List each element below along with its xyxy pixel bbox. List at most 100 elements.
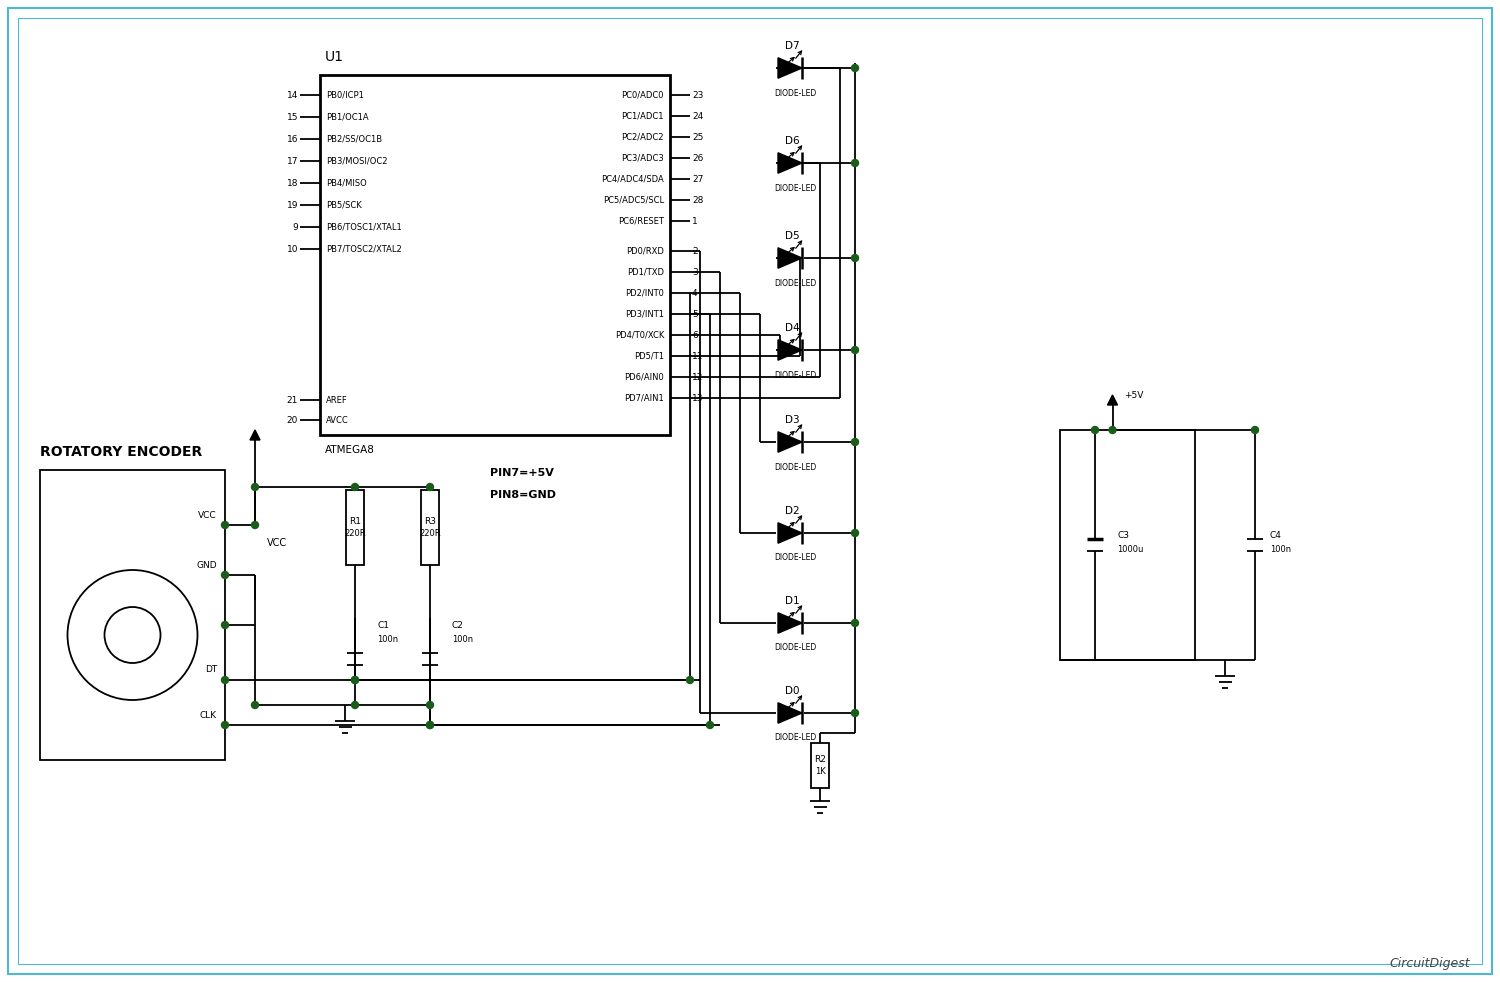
Bar [422, 490, 440, 565]
Text: 20: 20 [286, 415, 298, 424]
Text: D7: D7 [784, 41, 800, 51]
Text: 2: 2 [692, 246, 698, 255]
Text: VCC: VCC [198, 511, 217, 519]
Text: 24: 24 [692, 112, 703, 121]
Circle shape [222, 722, 228, 729]
Bar [812, 743, 830, 788]
Circle shape [687, 677, 693, 683]
Text: PD7/AIN1: PD7/AIN1 [624, 394, 664, 403]
Circle shape [252, 483, 258, 490]
Circle shape [252, 521, 258, 528]
Text: PB7/TOSC2/XTAL2: PB7/TOSC2/XTAL2 [326, 245, 402, 253]
Text: 27: 27 [692, 175, 703, 184]
Text: DIODE-LED: DIODE-LED [774, 463, 816, 471]
Text: U1: U1 [326, 50, 344, 64]
Text: 3: 3 [692, 267, 698, 277]
Circle shape [351, 677, 358, 683]
Text: PC1/ADC1: PC1/ADC1 [621, 112, 664, 121]
Bar [320, 75, 670, 435]
Text: PD2/INT0: PD2/INT0 [626, 289, 664, 298]
Circle shape [105, 607, 160, 663]
Text: 9: 9 [292, 223, 298, 232]
Circle shape [852, 620, 858, 627]
Circle shape [426, 722, 433, 729]
Circle shape [252, 701, 258, 708]
Text: 21: 21 [286, 396, 298, 405]
Text: 5: 5 [692, 309, 698, 318]
Text: C1: C1 [376, 622, 388, 630]
Circle shape [351, 677, 358, 683]
Text: 25: 25 [692, 133, 703, 141]
Text: 19: 19 [286, 200, 298, 209]
Text: PC5/ADC5/SCL: PC5/ADC5/SCL [603, 195, 664, 204]
Circle shape [1251, 426, 1258, 433]
Polygon shape [778, 613, 802, 633]
Circle shape [1092, 426, 1098, 433]
Circle shape [351, 483, 358, 490]
Text: PB1/OC1A: PB1/OC1A [326, 113, 369, 122]
Text: PIN7=+5V: PIN7=+5V [490, 468, 554, 478]
Polygon shape [778, 432, 802, 452]
Circle shape [222, 521, 228, 528]
Text: 220R: 220R [419, 529, 441, 538]
Text: 18: 18 [286, 179, 298, 188]
Text: R1: R1 [350, 517, 361, 526]
Text: PD3/INT1: PD3/INT1 [626, 309, 664, 318]
Text: 28: 28 [692, 195, 703, 204]
Circle shape [852, 710, 858, 717]
Polygon shape [778, 247, 802, 268]
Text: D0: D0 [784, 686, 800, 696]
Text: PIN8=GND: PIN8=GND [490, 490, 556, 500]
Text: PC2/ADC2: PC2/ADC2 [621, 133, 664, 141]
Text: R3: R3 [424, 517, 436, 526]
Text: PD0/RXD: PD0/RXD [626, 246, 664, 255]
Text: PC6/RESET: PC6/RESET [618, 216, 664, 226]
Circle shape [426, 483, 433, 490]
Bar [40, 470, 225, 760]
Text: D3: D3 [784, 415, 800, 425]
Text: C3: C3 [1118, 530, 1130, 539]
Text: PB3/MOSI/OC2: PB3/MOSI/OC2 [326, 156, 387, 166]
Text: PB4/MISO: PB4/MISO [326, 179, 366, 188]
Bar [346, 490, 364, 565]
Text: 100n: 100n [452, 635, 472, 644]
Polygon shape [778, 522, 802, 543]
Polygon shape [1107, 395, 1118, 405]
Text: ATMEGA8: ATMEGA8 [326, 445, 375, 455]
Text: C2: C2 [452, 622, 464, 630]
Text: DIODE-LED: DIODE-LED [774, 184, 816, 192]
Circle shape [852, 529, 858, 536]
Circle shape [426, 701, 433, 708]
Text: AVCC: AVCC [326, 415, 348, 424]
Text: DIODE-LED: DIODE-LED [774, 279, 816, 288]
Text: D2: D2 [784, 506, 800, 516]
Text: ROTATORY ENCODER: ROTATORY ENCODER [40, 445, 203, 459]
Text: DIODE-LED: DIODE-LED [774, 88, 816, 97]
Text: +5V: +5V [1125, 391, 1144, 400]
Text: AREF: AREF [326, 396, 348, 405]
Text: D1: D1 [784, 596, 800, 606]
Text: 16: 16 [286, 135, 298, 143]
Circle shape [852, 439, 858, 446]
Text: 100n: 100n [1270, 545, 1292, 555]
Text: 17: 17 [286, 156, 298, 166]
Text: 11: 11 [692, 352, 703, 360]
Polygon shape [778, 340, 802, 360]
Text: 13: 13 [692, 394, 703, 403]
Circle shape [426, 722, 433, 729]
Text: C4: C4 [1270, 530, 1282, 539]
Text: PD4/T0/XCK: PD4/T0/XCK [615, 331, 664, 340]
Text: PD1/TXD: PD1/TXD [627, 267, 664, 277]
Text: D5: D5 [784, 231, 800, 241]
Text: 100n: 100n [376, 635, 398, 644]
Circle shape [706, 722, 714, 729]
Text: 14: 14 [286, 90, 298, 99]
Text: DIODE-LED: DIODE-LED [774, 370, 816, 379]
Text: PD6/AIN0: PD6/AIN0 [624, 372, 664, 381]
Circle shape [222, 622, 228, 628]
Text: 1K: 1K [815, 767, 825, 776]
Circle shape [68, 570, 198, 700]
Text: 4: 4 [692, 289, 698, 298]
Text: PC3/ADC3: PC3/ADC3 [621, 153, 664, 162]
Text: CircuitDigest: CircuitDigest [1389, 957, 1470, 970]
